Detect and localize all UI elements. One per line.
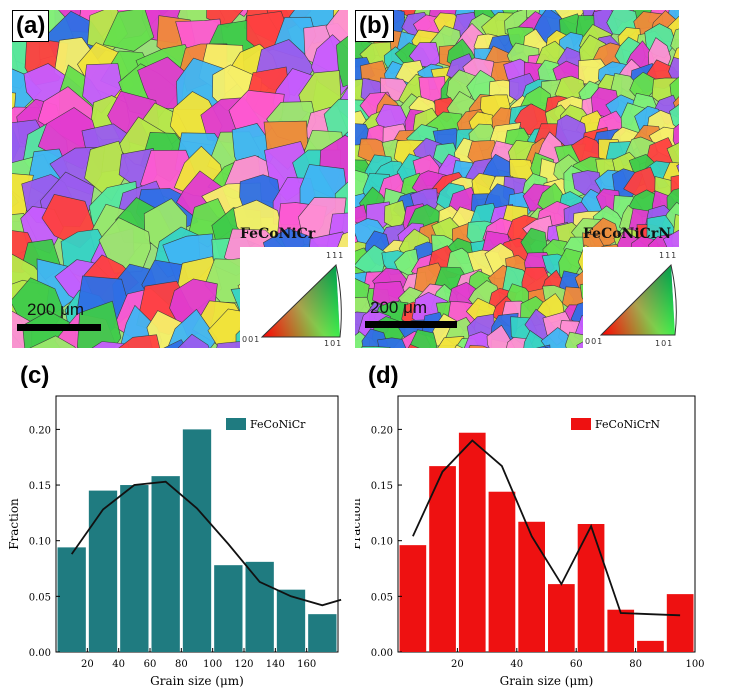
y-tick-label: 0.10	[29, 537, 51, 548]
x-tick-label: 120	[234, 659, 253, 670]
grain	[177, 333, 210, 348]
bar	[88, 490, 118, 652]
ipf-triangle-b	[599, 264, 677, 336]
bar	[488, 491, 516, 652]
ipf-label-111-b: 111	[659, 251, 678, 260]
y-tick-label: 0.00	[371, 648, 393, 659]
bar	[182, 429, 212, 652]
y-tick-label: 0.10	[371, 537, 393, 548]
ipf-legend-b: 111 001 101	[583, 247, 679, 348]
material-label-a: FeCoNiCr	[240, 226, 316, 242]
scale-bar-text-a: 200 μm	[27, 300, 85, 319]
bar	[120, 485, 149, 652]
grain	[336, 35, 348, 88]
bar	[276, 589, 306, 652]
grain	[407, 344, 420, 348]
ebsd-map-b: (b) FeCoNiCrN 200 μm 111 001 101	[355, 10, 679, 348]
x-tick-label: 80	[629, 659, 642, 670]
panel-label-a: (a)	[12, 10, 50, 42]
x-axis-label: Grain size (μm)	[150, 674, 244, 688]
bar	[548, 584, 575, 652]
y-tick-label: 0.15	[371, 481, 393, 492]
bar	[637, 640, 664, 652]
grain-size-chart-d: 0.00 0.05 0.10 0.15 0.20 20 40 60 80 100 Grain siz…	[355, 395, 705, 688]
plot-frame	[397, 395, 696, 653]
ipf-label-001-b: 001	[585, 337, 604, 346]
grain	[454, 344, 464, 348]
x-tick-label: 100	[203, 659, 222, 670]
x-tick-label: 40	[112, 659, 125, 670]
x-tick-label: 100	[685, 659, 704, 670]
x-tick-label: 60	[570, 659, 583, 670]
grain	[666, 142, 679, 168]
grain	[468, 344, 489, 348]
bar	[399, 545, 427, 652]
grain	[167, 308, 218, 348]
fit-line	[412, 439, 681, 617]
x-tick-label: 140	[266, 659, 285, 670]
y-tick-label: 0.20	[371, 425, 393, 436]
fit-line	[70, 480, 342, 607]
legend-swatch	[571, 418, 591, 430]
ipf-label-111-a: 111	[326, 251, 345, 260]
bar	[458, 432, 486, 652]
bar	[666, 594, 694, 652]
x-tick-label: 20	[451, 659, 464, 670]
bar	[308, 614, 337, 652]
scale-bar-a	[17, 324, 101, 331]
grain	[102, 10, 155, 52]
grain	[676, 163, 679, 173]
panel-label-c: (c)	[20, 362, 50, 389]
bar	[607, 609, 635, 652]
ipf-label-101-b: 101	[655, 339, 674, 348]
grain	[118, 334, 161, 348]
y-tick-label: 0.05	[371, 592, 393, 603]
orientation-map-image-a	[12, 10, 348, 348]
grain	[361, 345, 391, 348]
bar	[518, 521, 545, 652]
y-tick-label: 0.15	[29, 481, 51, 492]
y-tick-label: 0.20	[29, 425, 51, 436]
scale-bar-b	[365, 321, 457, 328]
bar	[214, 565, 243, 652]
grain	[672, 123, 679, 149]
grain	[29, 335, 76, 348]
bar	[57, 547, 86, 652]
y-axis-label: Fraction	[7, 498, 21, 550]
x-tick-label: 80	[175, 659, 188, 670]
material-label-b: FeCoNiCrN	[583, 226, 671, 242]
legend-swatch	[226, 418, 246, 430]
x-tick-label: 20	[81, 659, 94, 670]
grain-size-chart-c: 0.00 0.05 0.10 0.15 0.20 20 40 60 80 100 120 140 160…	[7, 395, 342, 688]
panel-label-b: (b)	[355, 10, 394, 42]
bar	[429, 466, 456, 652]
x-tick-label: 60	[144, 659, 157, 670]
legend-label: FeCoNiCrN	[595, 418, 660, 431]
y-axis-label: Fraction	[355, 498, 363, 550]
grain	[544, 346, 549, 348]
legend-label: FeCoNiCr	[250, 418, 306, 431]
bar	[151, 476, 180, 652]
ipf-triangle-a	[260, 264, 342, 338]
x-axis-label: Grain size (μm)	[500, 674, 594, 688]
grain	[669, 104, 679, 130]
panel-label-d: (d)	[368, 362, 399, 389]
bar	[245, 561, 274, 652]
ipf-label-101-a: 101	[324, 339, 343, 348]
ebsd-map-a: (a) FeCoNiCr 200 μm 111 001 101	[12, 10, 348, 348]
y-tick-label: 0.00	[29, 648, 51, 659]
ipf-label-001-a: 001	[242, 335, 261, 344]
ipf-legend-a: 111 001 101	[240, 247, 348, 348]
y-tick-label: 0.05	[29, 592, 51, 603]
x-tick-label: 160	[297, 659, 316, 670]
scale-bar-text-b: 200 μm	[370, 298, 428, 317]
x-tick-label: 40	[510, 659, 523, 670]
